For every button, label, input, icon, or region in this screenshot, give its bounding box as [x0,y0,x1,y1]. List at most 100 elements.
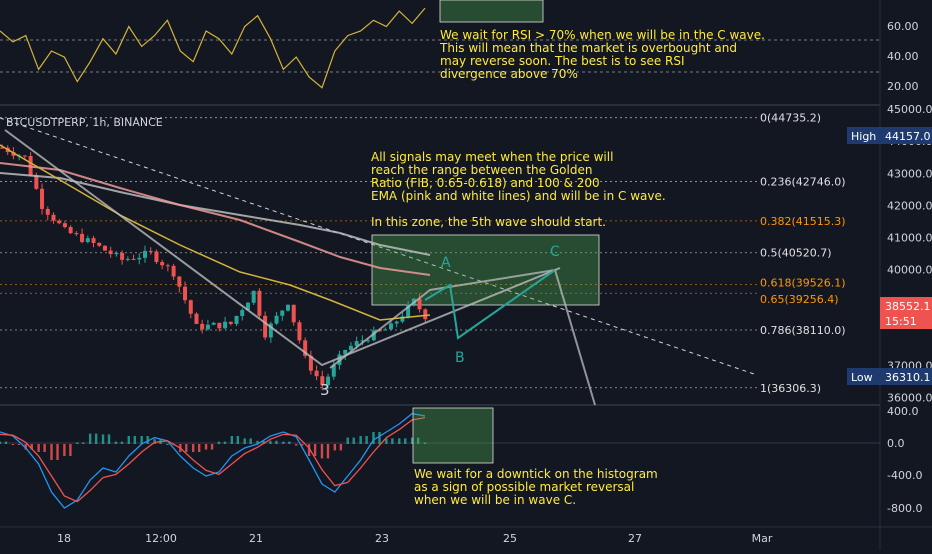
macd-histogram-bar [301,444,304,446]
macd-histogram-bar [282,441,285,444]
candle-body [326,376,331,386]
candle-body [417,298,422,310]
macd-histogram [0,432,427,460]
candle-body [200,323,205,330]
fib-level-label: 1(36306.3) [760,382,821,395]
macd-panel[interactable]: 400.0 0.0 -400.0 -800.0 [0,405,922,515]
macd-histogram-bar [185,444,188,452]
macd-histogram-bar [223,441,227,444]
candle-body [280,310,285,316]
macd-histogram-bar [313,444,317,456]
time-axis[interactable]: 18 12:00 21 23 25 27 Mar [57,532,773,545]
candle-body [217,322,222,329]
candle-body [91,238,96,243]
macd-histogram-bar [217,441,221,444]
low-tag-value: 36310.1 [885,371,931,384]
candle-body [286,304,290,311]
macd-histogram-bar [0,441,2,444]
candle-body [251,290,256,303]
macd-tick-400: 400.0 [887,405,919,418]
candle-body [406,304,411,317]
macd-histogram-bar [4,441,8,444]
fib-level-label: 0.382(41515.3) [760,215,846,228]
price-tick-label: 41000.0 [887,231,932,244]
time-tick-label: 27 [628,532,642,545]
candle-body [40,188,45,209]
macd-histogram-bar [69,444,72,456]
macd-histogram-bar [339,444,343,451]
candle-body [354,341,359,346]
macd-histogram-bar [88,433,92,444]
macd-histogram-bar [359,436,362,444]
candle-body [22,155,27,157]
wave-5-projection [329,268,596,406]
candle-body [297,322,302,341]
candle-body [394,321,399,324]
macd-histogram-bar [146,436,149,444]
candle-body [274,315,279,324]
time-tick-label: Mar [752,532,773,545]
rsi-annotation[interactable]: We wait for RSI > 70% when we will be in… [440,28,765,81]
candle-body [245,302,250,311]
rsi-panel[interactable]: 60.00 40.00 20.00 [0,0,919,93]
last-price-value: 38552.1 [885,300,931,313]
time-tick-label: 12:00 [145,532,177,545]
ema-50-yellow [0,144,431,321]
macd-tick-0: 0.0 [887,437,905,450]
low-tag-label: Low [851,371,873,384]
macd-histogram-bar [326,444,330,459]
candle-body [314,370,319,377]
macd-histogram-bar [50,444,53,460]
macd-histogram-bar [107,434,111,444]
wave-label-c: C [550,244,560,260]
macd-histogram-bar [333,444,337,451]
candle-body [366,340,371,342]
macd-histogram-bar [11,444,15,445]
candle-body [165,265,170,267]
candle-body [377,330,382,332]
macd-histogram-bar [352,437,355,444]
wave-label-a: A [441,255,451,271]
candle-body [160,262,165,266]
fib-level-label: 0.5(40520.7) [760,247,832,260]
macd-histogram-bar [378,432,381,444]
macd-histogram-bar [30,444,33,450]
candle-body [177,276,182,287]
candle-body [51,214,56,221]
candle-body [143,250,147,258]
macd-histogram-bar [346,437,349,444]
candle-body [11,152,16,156]
rsi-tick-20: 20.00 [887,80,919,93]
fib-level-label: 0.786(38110.0) [760,324,846,337]
candle-body [383,329,388,331]
trend-line[interactable] [0,117,758,376]
macd-histogram-bar [236,436,240,444]
macd-target-zone [412,407,494,464]
macd-histogram-bar [372,432,375,444]
candle-body [108,250,113,255]
macd-annotation[interactable]: We wait for a downtick on the histogram … [414,467,658,507]
macd-histogram-bar [262,440,265,444]
price-tick-label: 45000.0 [887,103,932,116]
candle-body [85,238,90,243]
wave-abc-path[interactable] [424,269,556,340]
last-price-tag [880,297,932,329]
candle-body [68,227,73,234]
candle-body [80,233,85,243]
target-zone[interactable] [371,234,600,306]
macd-histogram-bar [114,441,118,444]
symbol-label[interactable]: BTCUSDTPERP, 1h, BINANCE [6,116,163,129]
candle-body [183,286,188,301]
candle-body [148,250,153,252]
macd-series-line [0,412,426,509]
macd-histogram-bar [275,440,278,444]
fib-level-label: 0.65(39256.4) [760,293,839,306]
macd-histogram-bar [230,436,234,444]
price-annotation[interactable]: All signals may meet when the price will… [371,150,666,229]
price-panel[interactable]: 0(44735.2) 0.236(42746.0) 0.382(41515.3) 0.… [0,103,932,406]
macd-histogram-bar [191,444,195,452]
macd-histogram-bar [391,438,394,444]
macd-histogram-bar [423,442,427,444]
